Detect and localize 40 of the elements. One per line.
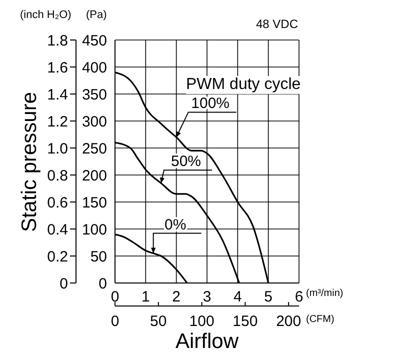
x-tick-label: 0 xyxy=(110,288,120,306)
x-tick-label: 6 xyxy=(294,288,304,306)
x2-tick-label: 50 xyxy=(150,313,167,330)
y-tick-label: 1.0 xyxy=(47,140,68,158)
x-tick-label: 1 xyxy=(141,288,150,306)
y-tick-label: 0 xyxy=(60,275,68,292)
y2-tick-label: 400 xyxy=(82,59,107,76)
y-tick-label: 0.6 xyxy=(47,194,68,212)
x-axis-title: Airflow xyxy=(175,330,238,353)
x2-tick-label: 0 xyxy=(110,313,120,330)
y2-tick-label: 0 xyxy=(98,275,107,292)
x-tick-label: 2 xyxy=(172,288,181,306)
y-tick-label: 0.8 xyxy=(47,167,68,184)
y-tick-label: 1.2 xyxy=(47,113,68,130)
y-tick-label: 1.6 xyxy=(47,59,68,76)
x2-axis-title: (CFM) xyxy=(306,314,334,325)
y-tick-label: 0.4 xyxy=(47,221,68,238)
y-tick-label: 1.8 xyxy=(47,32,68,50)
x2-tick-label: 150 xyxy=(232,313,258,330)
x2-tick-label: 100 xyxy=(189,313,214,330)
y2-tick-label: 50 xyxy=(90,248,107,266)
y2-tick-label: 200 xyxy=(82,167,107,184)
y2-tick-label: 100 xyxy=(82,221,107,238)
x2-tick-label: 200 xyxy=(276,313,302,330)
y2-tick-label: 150 xyxy=(82,194,107,212)
text: 48 VDC xyxy=(256,17,298,31)
y2-tick-label: 450 xyxy=(82,32,107,50)
annotation: PWM duty cycle xyxy=(186,76,301,93)
text: (m³/min) xyxy=(306,288,344,299)
y2-tick-label: 250 xyxy=(82,140,107,158)
y-tick-label: 1.4 xyxy=(47,86,68,104)
y2-axis-title: (Pa) xyxy=(86,9,107,21)
y-tick-label: 0.2 xyxy=(47,248,68,266)
y-axis-title: Static pressure xyxy=(18,92,41,232)
x-tick-label: 3 xyxy=(202,288,212,306)
y2-tick-label: 350 xyxy=(82,86,107,104)
x-tick-label: 5 xyxy=(264,288,273,306)
y2-tick-label: 300 xyxy=(82,113,107,130)
text: (inch H₂O) xyxy=(20,9,72,21)
x-tick-label: 4 xyxy=(233,288,242,306)
